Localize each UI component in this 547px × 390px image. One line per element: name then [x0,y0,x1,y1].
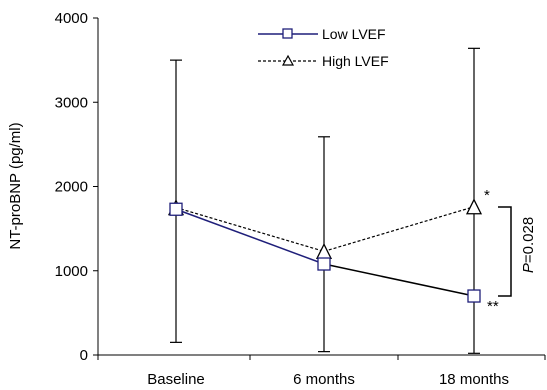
x-tick-label: Baseline [147,371,205,388]
series-line-segment [323,206,475,252]
data-point-triangle [465,198,483,215]
data-point-square [467,289,481,303]
error-bars [170,47,480,354]
series-line-segment [175,208,325,265]
series-line-segment [323,263,475,297]
x-tick-label: 6 months [293,371,355,388]
data-point-triangle [315,242,333,260]
series-line-segment [175,206,325,252]
x-ticks: Baseline 6 months 18 months [97,355,546,388]
markers [167,198,483,303]
y-tick-label: 2000 [55,179,88,196]
y-axis-title: NT-proBNP (pg/ml) [7,122,24,249]
y-tick-label: 4000 [55,10,88,27]
x-tick-label: 18 months [439,371,509,388]
legend: Low LVEF High LVEF [258,26,389,69]
p-value-text: P=0.028 [520,217,537,273]
annotation-low-18m: ** [487,298,499,315]
y-tick-label: 1000 [55,263,88,280]
legend-label-high-lvef: High LVEF [322,53,389,69]
y-tick-label: 0 [80,347,88,364]
data-point-square [169,202,183,216]
legend-label-low-lvef: Low LVEF [322,26,386,42]
y-ticks: 0 1000 2000 3000 4000 [55,10,98,364]
annotation-high-18m: * [484,187,490,204]
legend-square-marker [282,28,293,39]
p-value-bracket [498,206,512,297]
data-point-square [317,257,331,271]
series-lines [175,206,475,297]
y-tick-label: 3000 [55,94,88,111]
legend-triangle-marker [281,54,295,66]
